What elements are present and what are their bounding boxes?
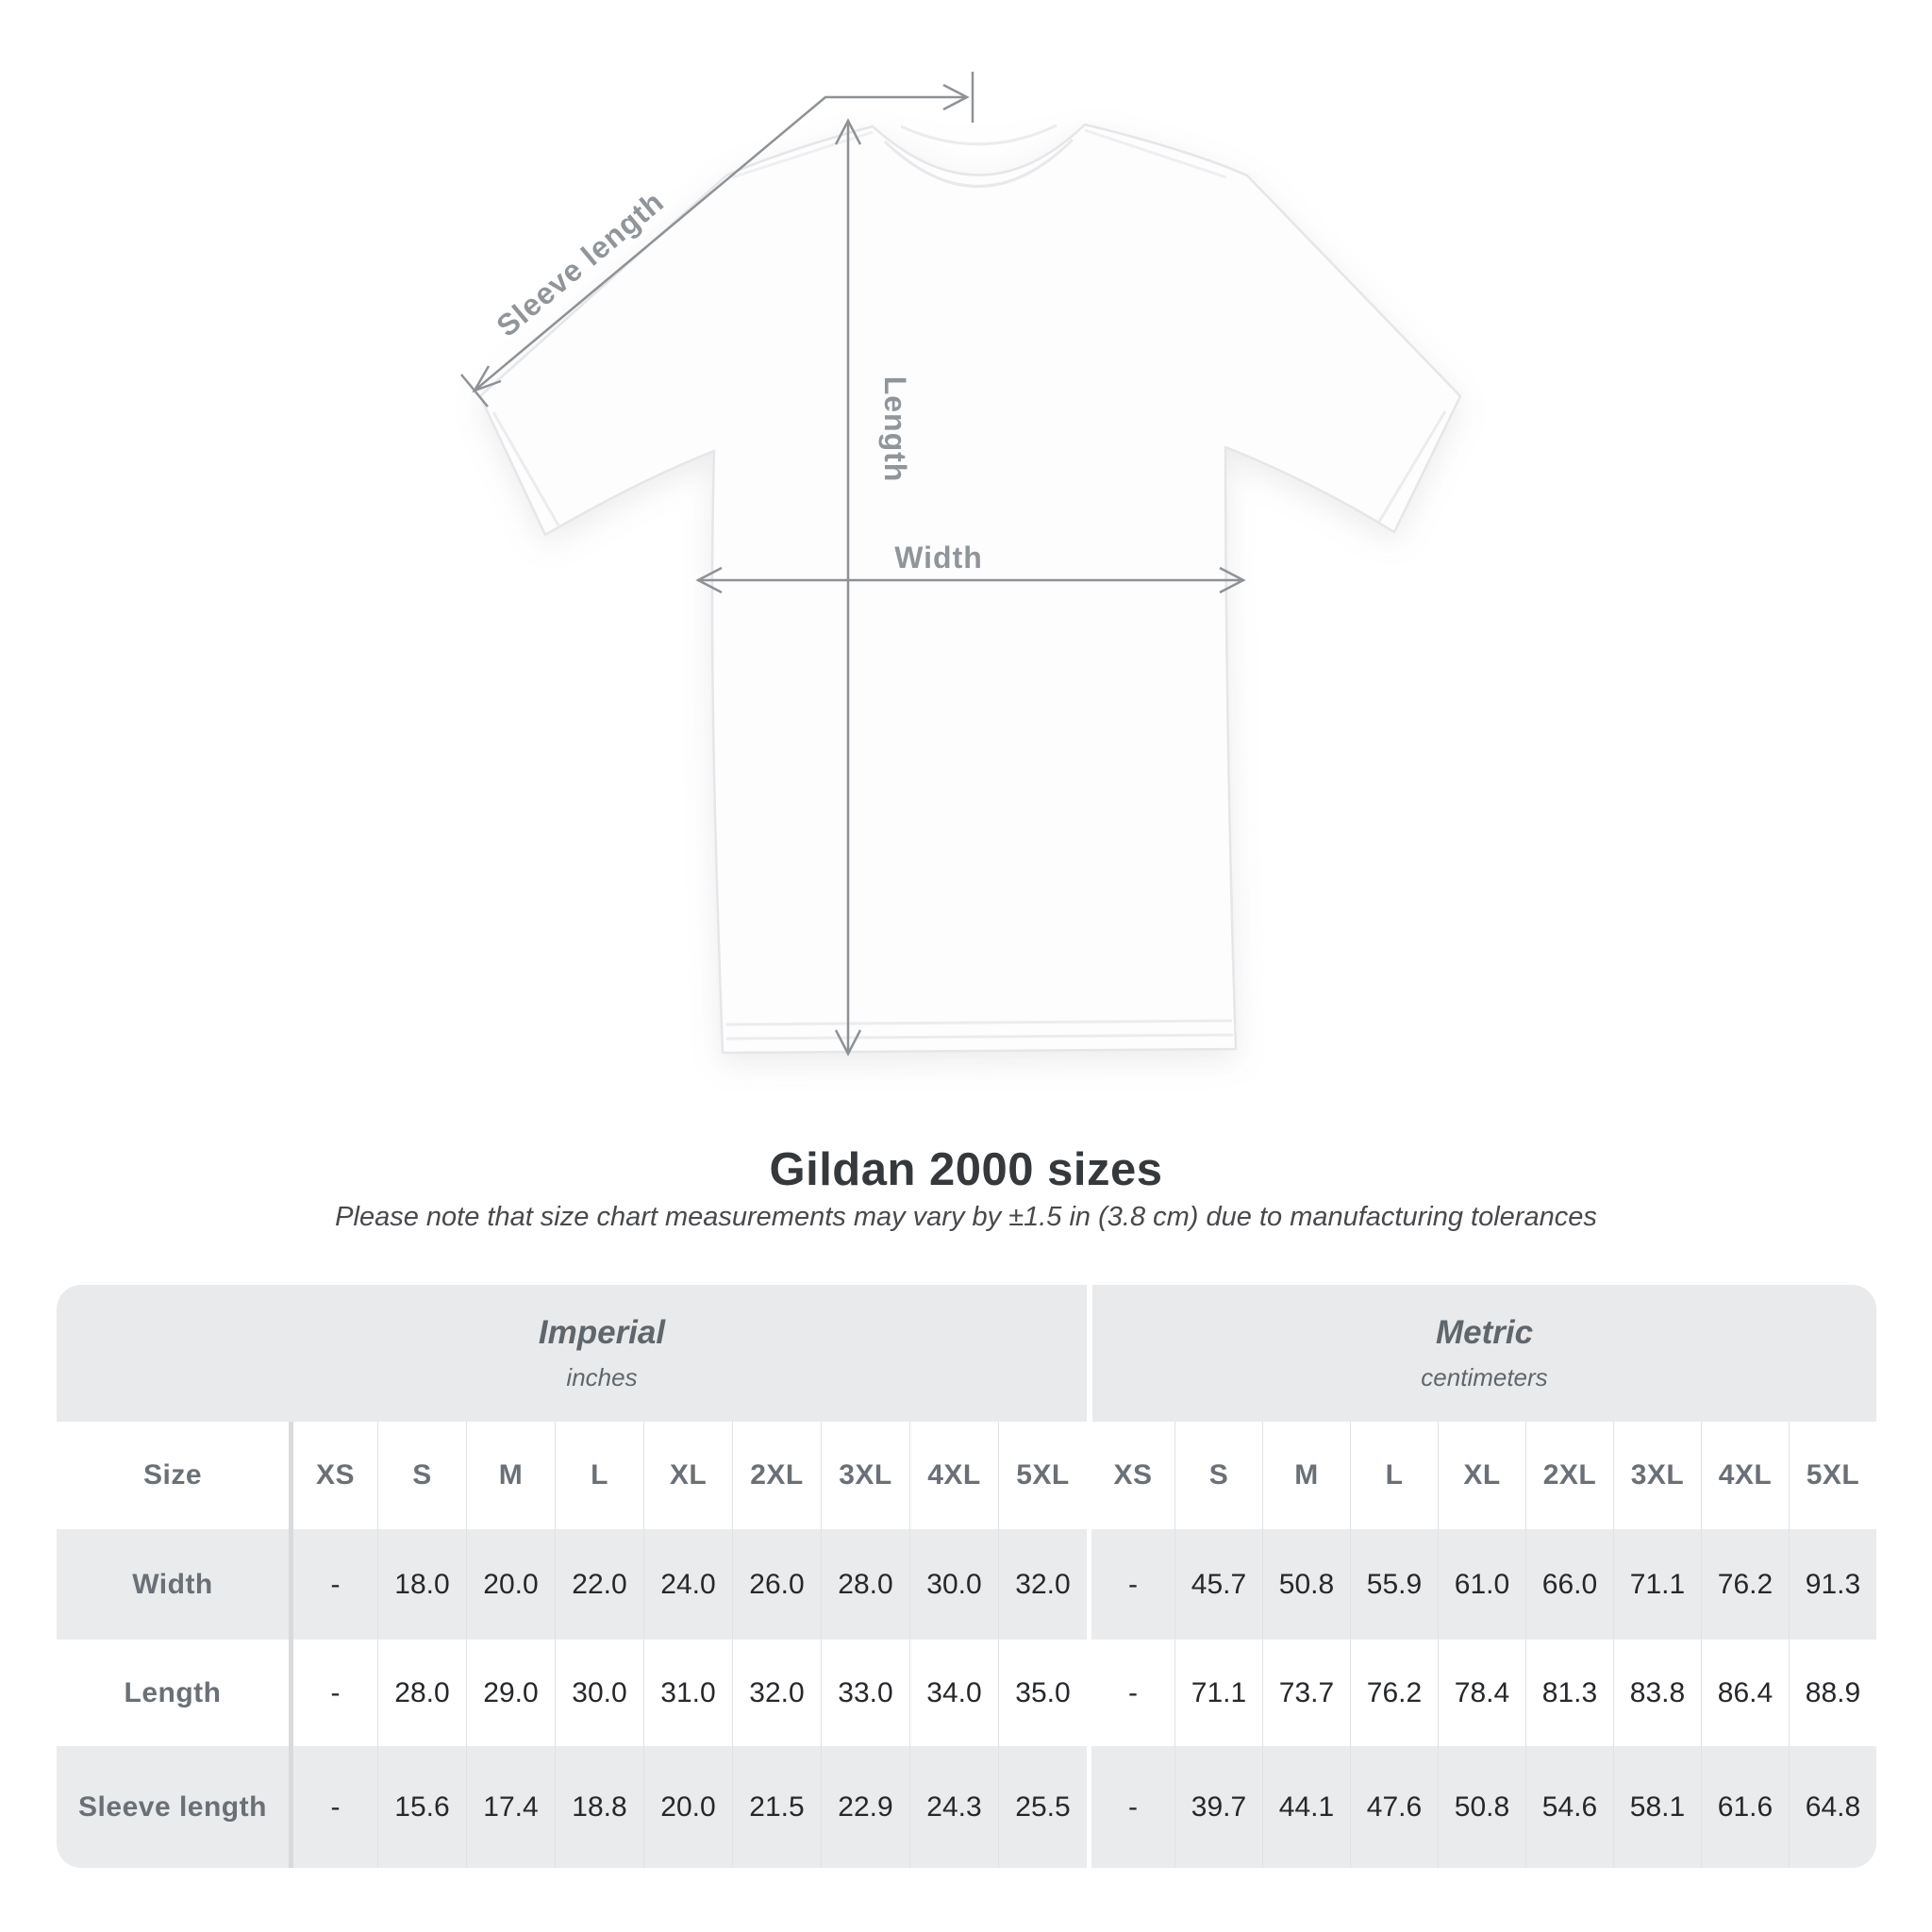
- row-label: Width: [132, 1568, 213, 1600]
- size-header: 4XL: [909, 1422, 998, 1529]
- size-header: L: [1350, 1422, 1438, 1529]
- metric-band: Metric centimeters: [1087, 1285, 1876, 1422]
- sleeve-length-arrow: [460, 72, 974, 408]
- row-label: Length: [124, 1676, 222, 1708]
- tshirt-photo: [478, 123, 1462, 1055]
- metric-unit: centimeters: [1421, 1363, 1548, 1391]
- width-arrow: [695, 566, 1246, 594]
- size-col-header: Size: [142, 1459, 203, 1491]
- size-header: 2XL: [1525, 1422, 1613, 1529]
- size-header: 3XL: [1613, 1422, 1701, 1529]
- size-table: Imperial inches Metric centimeters Size …: [57, 1285, 1876, 1868]
- size-header: XL: [643, 1422, 732, 1529]
- size-header: 5XL: [998, 1422, 1087, 1529]
- unit-band: Imperial inches Metric centimeters: [57, 1285, 1876, 1422]
- page-title: Gildan 2000 sizes: [769, 1144, 1163, 1195]
- imperial-unit: inches: [566, 1363, 638, 1391]
- size-header: S: [1174, 1422, 1262, 1529]
- table-row-sleeve-length: Sleeve length - 15.6 17.4 18.8 20.0 21.5…: [57, 1746, 1876, 1868]
- size-header: XS: [1087, 1422, 1174, 1529]
- table-row-width: Width - 18.0 20.0 22.0 24.0 26.0 28.0 30…: [57, 1529, 1876, 1640]
- size-header: XS: [289, 1422, 377, 1529]
- size-header: 4XL: [1701, 1422, 1789, 1529]
- metric-label: Metric: [1435, 1314, 1534, 1351]
- size-header: M: [466, 1422, 555, 1529]
- size-header: M: [1262, 1422, 1350, 1529]
- length-label: Length: [878, 376, 912, 483]
- width-label: Width: [894, 541, 983, 575]
- table-row-length: Length - 28.0 29.0 30.0 31.0 32.0 33.0 3…: [57, 1640, 1876, 1746]
- size-header: 5XL: [1789, 1422, 1876, 1529]
- size-header: 3XL: [821, 1422, 909, 1529]
- row-label: Sleeve length: [78, 1790, 267, 1823]
- page-subtitle: Please note that size chart measurements…: [335, 1202, 1597, 1232]
- tshirt-measurement-diagram: Sleeve length Length Width: [460, 72, 1462, 1057]
- length-arrow: [834, 118, 862, 1057]
- size-header: S: [377, 1422, 466, 1529]
- size-header: 2XL: [732, 1422, 821, 1529]
- size-header-row: Size XS S M L XL 2XL 3XL 4XL 5XL XS S M …: [57, 1422, 1876, 1529]
- size-header: L: [555, 1422, 643, 1529]
- size-header: XL: [1438, 1422, 1525, 1529]
- imperial-band: Imperial inches: [57, 1285, 1087, 1422]
- imperial-label: Imperial: [538, 1314, 666, 1351]
